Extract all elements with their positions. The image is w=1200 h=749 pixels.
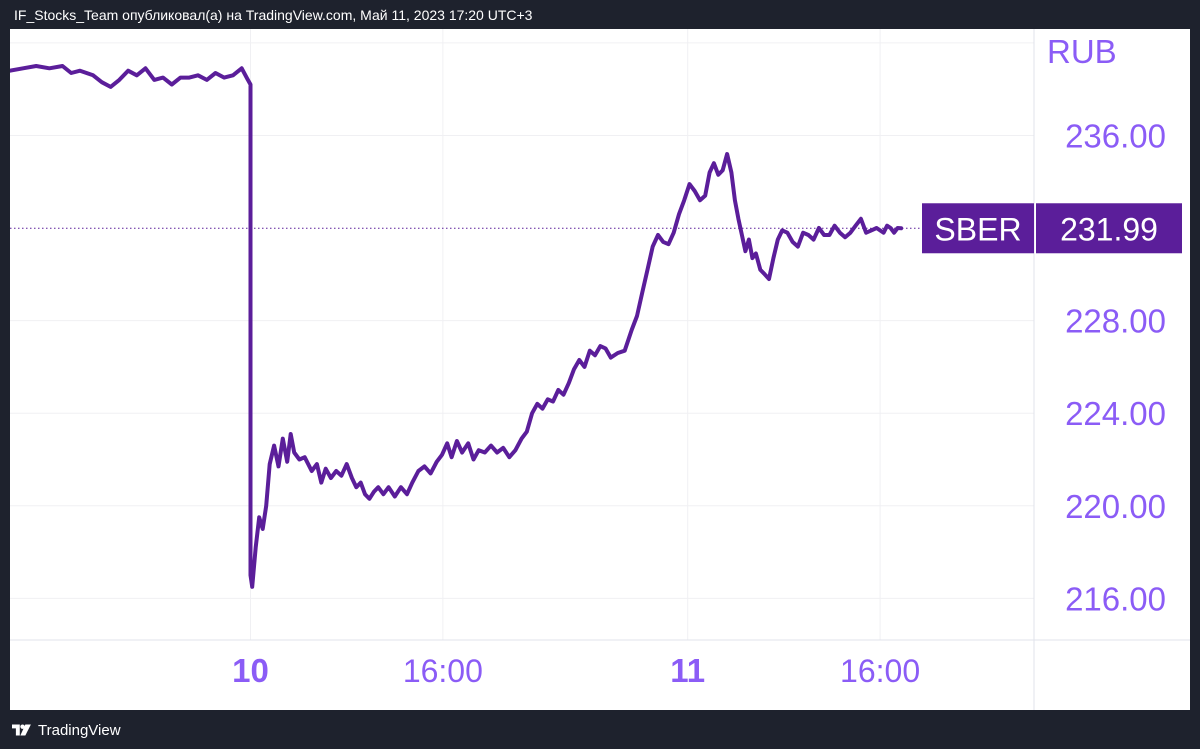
y-tick-label: 228.00 [1065, 303, 1166, 340]
publisher-caption: IF_Stocks_Team опубликовал(а) на Trading… [14, 7, 533, 23]
y-tick-label: 236.00 [1065, 117, 1166, 154]
tradingview-logo-icon [12, 724, 31, 736]
symbol-tag-label: SBER [934, 211, 1021, 247]
currency-label: RUB [1047, 33, 1117, 70]
price-series-line [10, 64, 904, 589]
y-tick-label: 216.00 [1065, 580, 1166, 617]
currency-label-bg [1036, 29, 1190, 69]
footer-brand: TradingView [38, 721, 121, 739]
footer: TradingView [12, 720, 121, 740]
symbol-tag [922, 203, 1034, 254]
x-tick-label-time: 16:00 [840, 653, 920, 689]
price-chart[interactable]: 240.00236.00228.00224.00220.00216.00RUBS… [10, 29, 1190, 710]
y-tick-label: 224.00 [1065, 395, 1166, 432]
x-tick-label-day: 10 [232, 652, 269, 689]
x-tick-label-day: 11 [670, 652, 705, 689]
chart-panel[interactable]: 240.00236.00228.00224.00220.00216.00RUBS… [10, 29, 1190, 710]
y-tick-label: 220.00 [1065, 488, 1166, 525]
last-price-label: 231.99 [1060, 211, 1158, 247]
last-price-tag [1036, 203, 1182, 254]
chart-background [10, 29, 1190, 710]
x-tick-label-time: 16:00 [403, 653, 483, 689]
